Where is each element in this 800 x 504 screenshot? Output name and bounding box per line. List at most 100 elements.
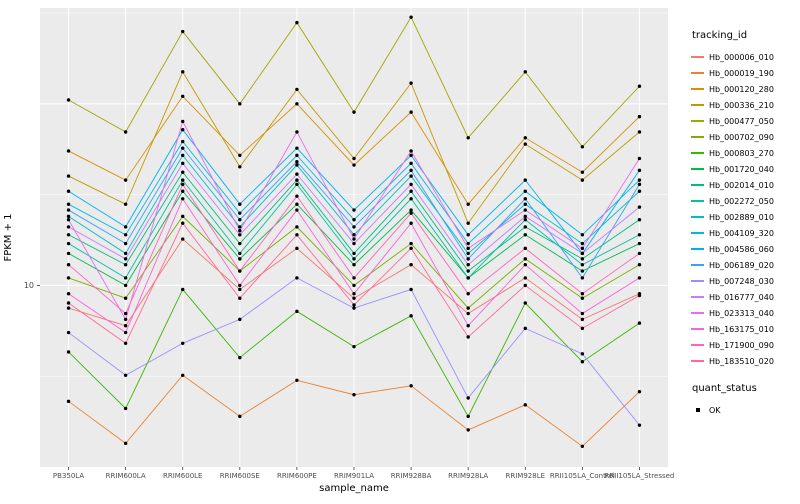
data-point	[637, 189, 642, 193]
data-point	[181, 214, 185, 219]
legend-item-label: Hb_023313_040	[709, 308, 774, 318]
data-point	[466, 233, 470, 237]
data-point	[123, 233, 128, 237]
data-point	[409, 221, 413, 225]
data-point	[295, 225, 299, 229]
data-point	[352, 303, 356, 307]
data-point	[580, 263, 585, 267]
legend-item: Hb_006189_020	[690, 257, 800, 273]
legend-item-label: Hb_016777_040	[709, 292, 774, 302]
data-point	[466, 263, 470, 267]
series-color-line	[691, 264, 704, 266]
data-point	[466, 428, 470, 432]
data-point	[523, 202, 527, 206]
legend-item: Hb_000477_050	[690, 113, 800, 129]
data-point	[181, 189, 185, 193]
series-color-line	[691, 152, 704, 154]
data-point	[523, 301, 527, 305]
data-point	[295, 276, 299, 280]
data-point	[637, 178, 642, 182]
data-point	[637, 156, 642, 161]
data-point	[580, 444, 585, 449]
data-point	[409, 182, 413, 187]
legend-item-label: Hb_171900_090	[709, 340, 774, 350]
data-point	[238, 211, 242, 215]
series-color-line	[691, 296, 704, 298]
x-tick-label: PB350LA	[53, 472, 84, 480]
data-point	[123, 311, 128, 316]
data-point	[238, 414, 242, 419]
data-point	[181, 373, 185, 377]
data-point	[523, 197, 527, 201]
legend-line-swatch	[690, 132, 705, 143]
data-point	[123, 130, 128, 134]
data-point	[580, 246, 585, 251]
data-point	[637, 218, 642, 222]
legend-item: Hb_016777_040	[690, 289, 800, 305]
data-point	[523, 189, 527, 193]
data-point	[123, 225, 128, 229]
y-axis-title: FPKM + 1	[3, 213, 14, 261]
data-point	[523, 225, 527, 229]
data-point	[409, 110, 413, 114]
series-color-line	[691, 280, 704, 282]
data-point	[523, 70, 527, 74]
legend-item-label: Hb_000477_050	[709, 116, 774, 126]
data-point	[66, 202, 71, 206]
point-icon	[695, 408, 700, 412]
data-point	[66, 306, 71, 310]
data-point	[637, 389, 642, 394]
series-color-line	[691, 312, 704, 314]
data-point	[66, 241, 71, 246]
legend-item: Hb_000120_280	[690, 81, 800, 97]
data-point	[238, 287, 242, 292]
legend: tracking_id Hb_000006_010 Hb_000019_190 Hb…	[690, 0, 800, 500]
data-point	[66, 233, 71, 237]
data-point	[580, 292, 585, 296]
legend-line-swatch	[690, 68, 705, 79]
legend-item-label: Hb_000019_190	[709, 68, 774, 78]
data-point	[123, 296, 128, 300]
legend-item: Hb_000702_090	[690, 129, 800, 145]
data-point	[637, 130, 642, 134]
data-point	[295, 246, 299, 251]
legend-line-swatch	[690, 212, 705, 223]
legend-item: Hb_002272_050	[690, 193, 800, 209]
data-point	[352, 306, 356, 310]
data-point	[580, 257, 585, 261]
legend-item-label: Hb_007248_030	[709, 276, 774, 286]
series-color-line	[691, 56, 704, 58]
data-point	[66, 292, 71, 296]
data-point	[409, 81, 413, 85]
data-point	[66, 263, 71, 267]
legend-line-swatch	[690, 356, 705, 367]
data-point	[580, 241, 585, 246]
legend-item-label: Hb_000803_270	[709, 148, 774, 158]
legend-items-tracking-id: Hb_000006_010 Hb_000019_190 Hb_000120_280 H…	[690, 49, 800, 369]
plot-panel: PB350LA RRIM600LA RRIM600LE RRIM600SE RRIM60…	[3, 8, 674, 494]
data-point	[409, 197, 413, 201]
legend-item-label: Hb_002014_010	[709, 180, 774, 190]
data-point	[295, 146, 299, 150]
x-tick-label: RRII105LA_Control	[550, 472, 615, 480]
data-point	[123, 202, 128, 206]
data-point	[181, 94, 185, 98]
data-point	[580, 360, 585, 364]
data-point	[409, 211, 413, 215]
data-point	[580, 233, 585, 237]
data-point	[295, 130, 299, 134]
data-point	[637, 168, 642, 173]
data-point	[352, 225, 356, 229]
chart-area: PB350LA RRIM600LA RRIM600LE RRIM600SE RRIM60…	[3, 8, 674, 494]
data-point	[238, 153, 242, 158]
legend-line-swatch	[690, 228, 705, 239]
x-tick-label: RRIM928LE	[506, 472, 546, 480]
data-point	[295, 87, 299, 92]
data-point	[523, 283, 527, 288]
data-point	[352, 276, 356, 280]
data-point	[66, 189, 71, 193]
series-color-line	[691, 216, 704, 218]
data-point	[123, 263, 128, 267]
data-point	[181, 128, 185, 132]
